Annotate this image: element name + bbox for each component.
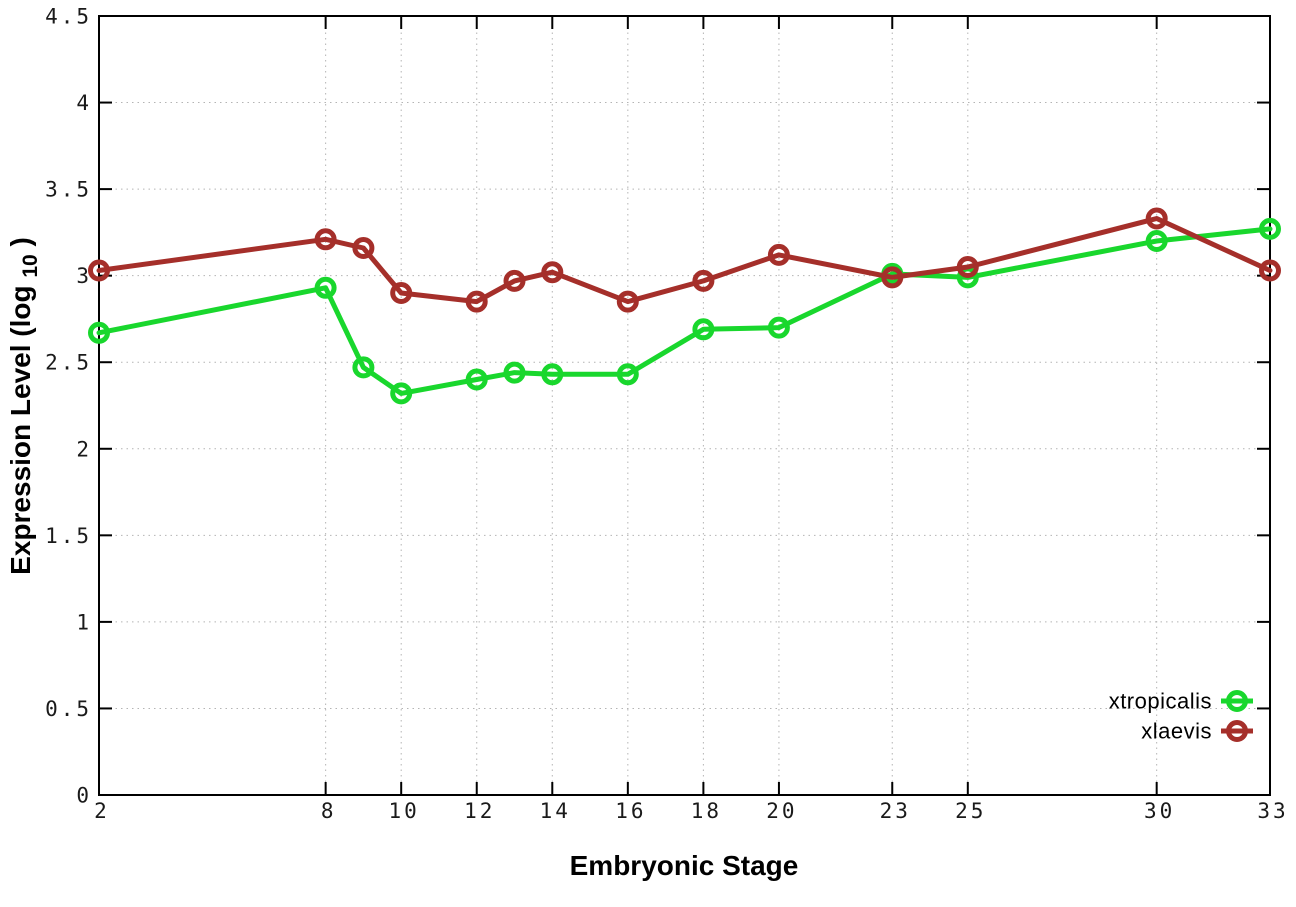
- data-point-xlaevis: [541, 261, 564, 284]
- y-tick-label: 1: [76, 610, 92, 634]
- data-point-xtropicalis: [692, 318, 715, 341]
- legend-entry-xlaevis: xlaevis: [1141, 719, 1253, 744]
- data-point-xtropicalis: [465, 368, 488, 391]
- y-tick-label: 2: [76, 437, 92, 461]
- x-axis-title: Embryonic Stage: [570, 850, 799, 881]
- data-point-xtropicalis: [616, 363, 639, 386]
- data-point-xlaevis: [881, 266, 904, 289]
- data-point-xtropicalis: [541, 363, 564, 386]
- tick-labels: 0 0.5 1 1.5 2 2.5 3 3.5 4 4.5 2 8 10 12 14 16 18 20 23 25 30…: [45, 5, 1288, 824]
- y-axis-title-subscript: 10: [19, 254, 42, 277]
- x-tick-label: 14: [540, 799, 571, 823]
- x-tick-label: 2: [94, 799, 110, 823]
- data-point-xlaevis: [1145, 207, 1168, 230]
- axis-ticks: [98, 15, 1271, 796]
- y-tick-label: 1.5: [45, 524, 92, 548]
- x-tick-label: 16: [615, 799, 646, 823]
- series-xtropicalis: [88, 217, 1281, 405]
- data-point-xlaevis: [692, 269, 715, 292]
- legend-entry-xtropicalis: xtropicalis: [1109, 689, 1253, 714]
- y-tick-label: 3.5: [45, 178, 92, 202]
- data-point-xlaevis: [767, 243, 790, 266]
- data-point-xtropicalis: [503, 361, 526, 384]
- y-tick-label: 4.5: [45, 5, 92, 29]
- series-line-xtropicalis: [96, 226, 1273, 396]
- data-point-xtropicalis: [314, 276, 337, 299]
- data-point-xtropicalis: [1145, 230, 1168, 252]
- y-tick-label: 0.5: [45, 697, 92, 721]
- data-point-xtropicalis: [88, 321, 110, 344]
- data-point-xlaevis: [465, 290, 488, 313]
- plot-border: [98, 15, 1271, 796]
- data-point-xtropicalis: [352, 356, 375, 379]
- y-tick-label: 4: [76, 91, 92, 115]
- data-point-xlaevis: [390, 282, 413, 304]
- series-line-xlaevis: [96, 216, 1273, 305]
- data-point-xlaevis: [88, 259, 110, 282]
- gridlines: [99, 16, 1270, 795]
- y-axis-title-close: ): [5, 237, 36, 246]
- y-tick-label: 2.5: [45, 351, 92, 375]
- x-tick-label: 30: [1144, 799, 1175, 823]
- x-tick-label: 23: [880, 799, 911, 823]
- y-axis-title-main: Expression Level (log: [5, 285, 36, 574]
- x-tick-label: 8: [321, 799, 337, 823]
- data-point-xlaevis: [503, 269, 526, 292]
- data-point-xlaevis: [352, 237, 375, 259]
- y-tick-label: 0: [76, 784, 92, 808]
- y-tick-label: 3: [76, 264, 92, 288]
- x-tick-label: 10: [389, 799, 420, 823]
- data-point-xlaevis: [616, 290, 639, 313]
- x-tick-label: 20: [766, 799, 797, 823]
- legend-sample-marker-xlaevis: [1226, 720, 1248, 742]
- data-point-xlaevis: [956, 256, 979, 278]
- data-point-xlaevis: [314, 228, 337, 251]
- legend-sample-marker-xtropicalis: [1226, 690, 1248, 712]
- x-tick-label: 33: [1257, 799, 1288, 823]
- x-tick-label: 25: [955, 799, 986, 823]
- x-tick-label: 18: [691, 799, 722, 823]
- x-tick-label: 12: [464, 799, 495, 823]
- legend-label-xtropicalis: xtropicalis: [1109, 689, 1212, 714]
- legend-label-xlaevis: xlaevis: [1141, 719, 1212, 744]
- y-axis-title: Expression Level (log 10 ): [5, 237, 43, 575]
- data-point-xtropicalis: [390, 382, 413, 405]
- data-point-xtropicalis: [1259, 217, 1281, 240]
- legend: xtropicalis xlaevis: [1109, 689, 1253, 744]
- data-point-xlaevis: [1259, 259, 1281, 282]
- data-point-xtropicalis: [767, 316, 790, 339]
- series-xlaevis: [88, 207, 1281, 313]
- data-series: [88, 207, 1281, 405]
